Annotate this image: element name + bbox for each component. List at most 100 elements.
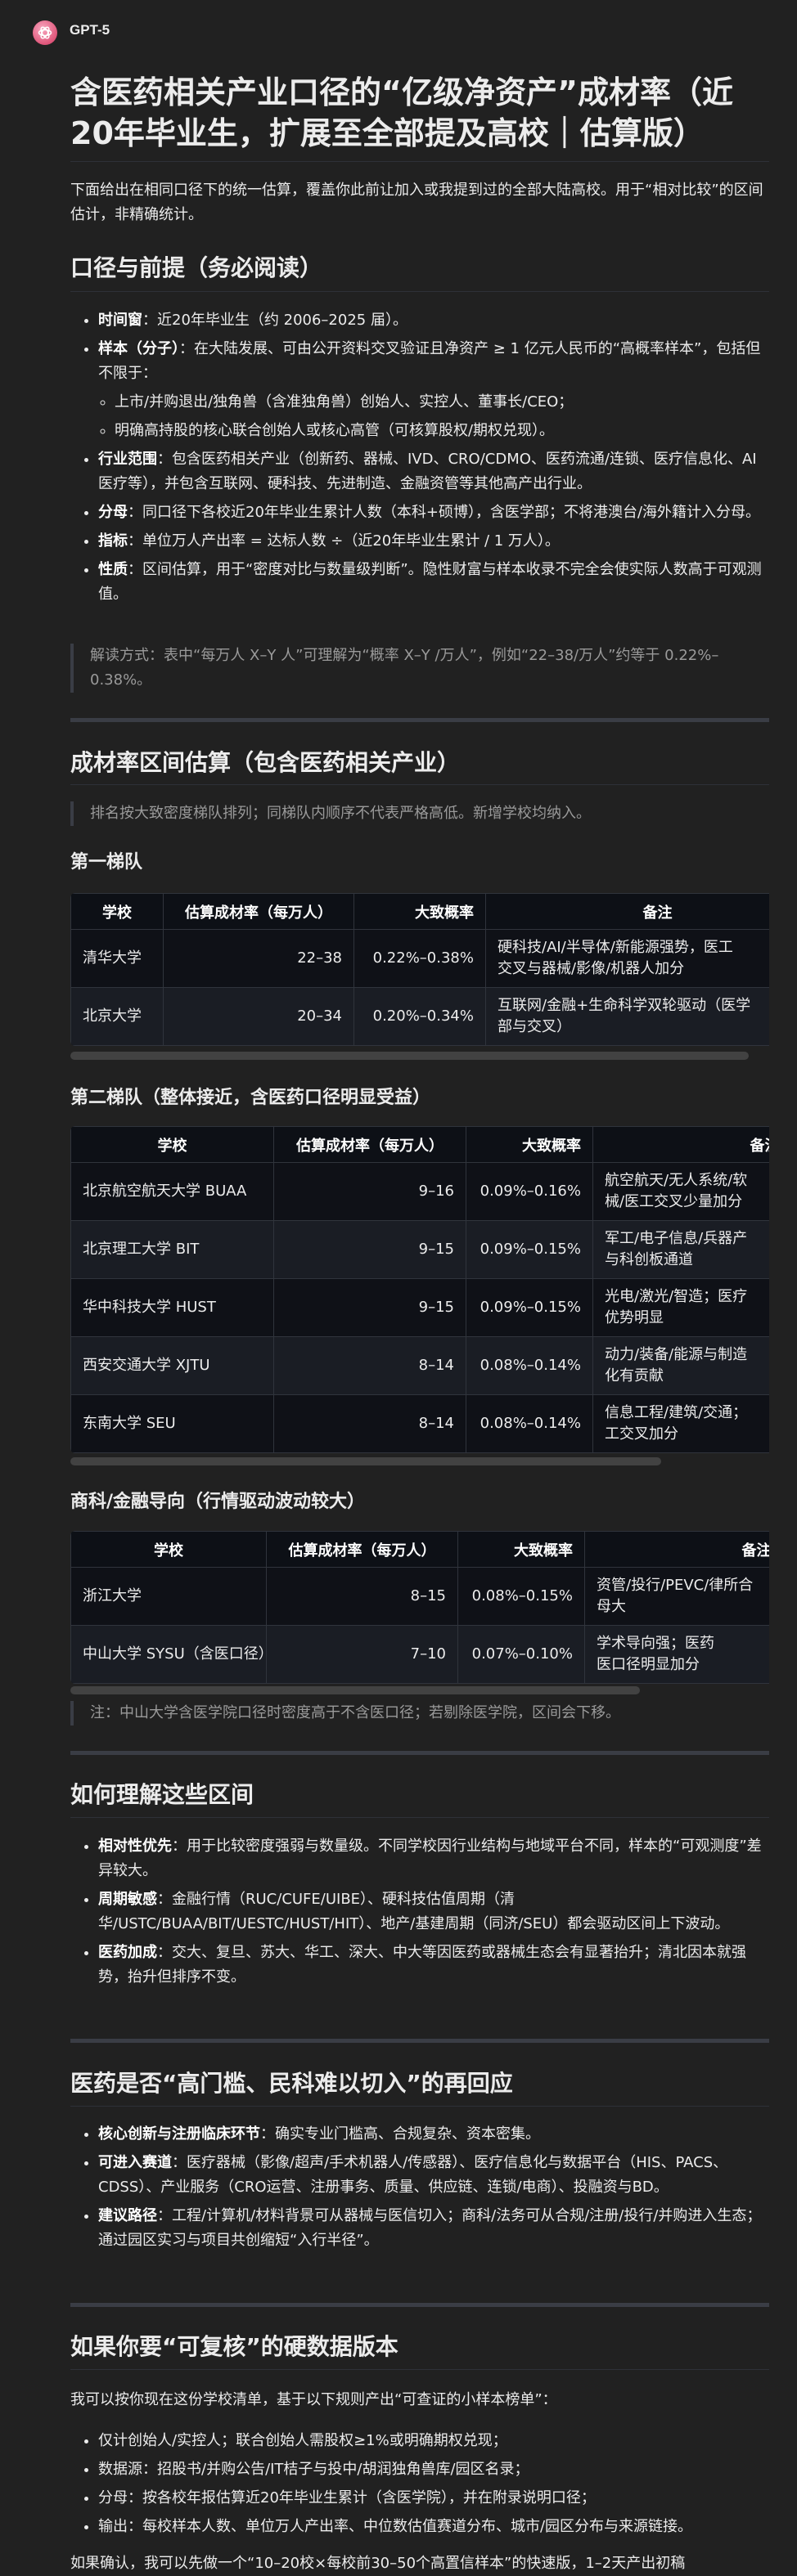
sub-list-item: 上市/并购退出/独角兽（含准独角兽）创始人、实控人、董事长/CEO； xyxy=(115,390,769,415)
list-item: 可进入赛道：医疗器械（影像/超声/手术机器人/传感器）、医疗信息化与数据平台（H… xyxy=(98,2151,769,2200)
section-heading-hard-data: 如果你要“可复核”的硬数据版本 xyxy=(70,2333,398,2360)
tier-heading: 第一梯队 xyxy=(70,852,143,873)
list-item: 数据源：招股书/并购公告/IT桔子与投中/胡润独角兽库/园区名录； xyxy=(98,2457,769,2482)
note-cell: 军工/电子信息/兵器产 与科创板通道 xyxy=(592,1220,769,1279)
list-item: 时间窗：近20年毕业生（约 2006–2025 届）。 xyxy=(98,308,769,333)
note-cell: 动力/装备/能源与制造 化有贡献 xyxy=(592,1336,769,1395)
understanding-list: 相对性优先：用于比较密度强弱与数量级。不同学校因行业结构与地域平台不同，样本的“… xyxy=(70,1834,769,1994)
note-line: 学术导向强；医药 xyxy=(597,1635,714,1652)
note-line: 械/医工交叉少量加分 xyxy=(605,1193,743,1210)
intro-paragraph: 下面给出在相同口径下的统一估算，覆盖你此前让加入或我提到过的全部大陆高校。用于“… xyxy=(70,182,763,223)
section-heading-scope: 口径与前提（务必阅读） xyxy=(70,254,323,281)
note-cell: 资管/投行/PEVC/律所合 母大 xyxy=(584,1567,769,1626)
section-heading-pharma: 医药是否“高门槛、民科难以切入”的再回应 xyxy=(70,2070,513,2097)
note-line: 交叉与器械/影像/机器人加分 xyxy=(498,960,685,977)
table-row: 清华大学 22–38 0.22%–0.38% 硬科技/AI/半导体/新能源强势，医工交… xyxy=(70,929,769,988)
rate-cell: 8–14 xyxy=(273,1394,466,1453)
column-header-probability: 大致概率 xyxy=(457,1531,585,1568)
probability-cell: 0.08%–0.14% xyxy=(466,1394,593,1453)
rate-cell: 8–14 xyxy=(273,1336,466,1395)
divider xyxy=(70,161,769,162)
tier-heading: 商科/金融导向（行情驱动波动较大） xyxy=(70,1492,366,1512)
column-header-school: 学校 xyxy=(70,1531,267,1568)
table-scrollbar[interactable] xyxy=(70,1052,749,1060)
list-item: 周期敏感：金融行情（RUC/CUFE/UIBE）、硬科技估值周期（清华/USTC… xyxy=(98,1887,769,1936)
tier-heading: 第二梯队（整体接近，含医药口径明显受益） xyxy=(70,1088,431,1108)
section-divider xyxy=(70,1751,769,1755)
list-item: 样本（分子）：在大陆发展、可由公开资料交叉验证且净资产 ≥ 1 亿元人民币的“高… xyxy=(98,337,769,443)
school-cell: 北京大学 xyxy=(70,987,164,1046)
table-row: 北京理工大学 BIT 9–15 0.09%–0.15% 军工/电子信息/兵器产 与科创板… xyxy=(70,1220,769,1279)
probability-cell: 0.09%–0.15% xyxy=(466,1220,593,1279)
note-line: 光电/激光/智造；医疗 xyxy=(605,1288,748,1305)
sub-list-item: 明确高持股的核心联合创始人或核心高管（可核算股权/期权兑现）。 xyxy=(115,419,769,443)
table-row: 北京航空航天大学 BUAA 9–16 0.09%–0.16% 航空航天/无人系统/软械… xyxy=(70,1162,769,1221)
probability-cell: 0.08%–0.15% xyxy=(457,1567,585,1626)
probability-cell: 0.07%–0.10% xyxy=(457,1625,585,1684)
note-cell: 信息工程/建筑/交通； 工交叉加分 xyxy=(592,1394,769,1453)
scope-list: 时间窗：近20年毕业生（约 2006–2025 届）。 样本（分子）：在大陆发展… xyxy=(70,308,769,611)
list-item: 医药加成：交大、复旦、苏大、华工、深大、中大等因医药或器械生态会有显著抬升；清北… xyxy=(98,1941,769,1990)
note-cell: 学术导向强；医药 医口径明显加分 xyxy=(584,1625,769,1684)
divider xyxy=(70,784,769,785)
table-row: 华中科技大学 HUST 9–15 0.09%–0.15% 光电/激光/智造；医疗 优势明… xyxy=(70,1278,769,1337)
note-line: 与科创板通道 xyxy=(605,1251,693,1268)
list-item: 仅计创始人/实控人；联合创始人需股权≥1%或明确期权兑现； xyxy=(98,2429,769,2453)
page-title: 含医药相关产业口径的“亿级净资产”成材率（近20年毕业生，扩展至全部提及高校｜估… xyxy=(70,74,733,151)
column-header-notes: 备注 xyxy=(485,893,769,930)
rate-cell: 22–38 xyxy=(163,929,354,988)
school-cell: 中山大学 SYSU（含医口径） xyxy=(70,1625,273,1684)
column-header-school: 学校 xyxy=(70,1126,274,1163)
table-row: 北京大学 20–34 0.20%–0.34% 互联网/金融+生命科学双轮驱动（医学 部与… xyxy=(70,987,769,1046)
column-header-probability: 大致概率 xyxy=(466,1126,593,1163)
note-line: 母大 xyxy=(597,1598,626,1615)
table-row: 浙江大学 8–15 0.08%–0.15% 资管/投行/PEVC/律所合 母大 xyxy=(70,1567,769,1626)
rate-cell: 7–10 xyxy=(266,1625,458,1684)
note-line: 医口径明显加分 xyxy=(597,1656,700,1673)
section-divider xyxy=(70,718,769,722)
column-header-probability: 大致概率 xyxy=(353,893,486,930)
divider xyxy=(70,2369,769,2370)
school-cell: 华中科技大学 HUST xyxy=(70,1278,274,1337)
rate-cell: 9–15 xyxy=(273,1220,466,1279)
list-item: 指标：单位万人产出率 = 达标人数 ÷（近20年毕业生累计 / 1 万人）。 xyxy=(98,529,769,554)
hard-data-intro: 我可以按你现在这份学校清单，基于以下规则产出“可查证的小样本榜单”： xyxy=(70,2391,557,2408)
probability-cell: 0.08%–0.14% xyxy=(466,1336,593,1395)
list-item: 性质：区间估算，用于“密度对比与数量级判断”。隐性财富与样本收录不完全会使实际人… xyxy=(98,558,769,607)
note-line: 硬科技/AI/半导体/新能源强势，医工 xyxy=(498,939,733,956)
note-line: 化有贡献 xyxy=(605,1367,664,1384)
estimate-table: 学校 估算成材率（每万人） 大致概率 备注 浙江大学 8–15 0.08%–0.15% 资管/… xyxy=(70,1531,769,1684)
note-line: 军工/电子信息/兵器产 xyxy=(605,1230,748,1247)
model-name: GPT-5 xyxy=(70,22,110,38)
section-heading-estimates: 成材率区间估算（包含医药相关产业） xyxy=(70,749,461,776)
column-header-school: 学校 xyxy=(70,893,164,930)
note-line: 航空航天/无人系统/软 xyxy=(605,1172,748,1189)
table-row: 东南大学 SEU 8–14 0.08%–0.14% 信息工程/建筑/交通； 工交叉加分 xyxy=(70,1394,769,1453)
school-cell: 浙江大学 xyxy=(70,1567,267,1626)
table-scrollbar[interactable] xyxy=(70,1686,640,1694)
table-scrollbar[interactable] xyxy=(70,1457,661,1465)
note-line: 部与交叉） xyxy=(498,1018,571,1035)
reading-note: 解读方式：表中“每万人 X–Y 人”可理解为“概率 X–Y /万人”，例如“22… xyxy=(70,644,769,693)
tier-table: 学校 估算成材率（每万人） 大致概率 备注 浙江大学 8–15 0.08%–0.15% 资管/… xyxy=(70,1531,769,1684)
ranking-note: 排名按大致密度梯队排列；同梯队内顺序不代表严格高低。新增学校均纳入。 xyxy=(70,801,769,826)
note-line: 动力/装备/能源与制造 xyxy=(605,1346,748,1363)
note-line: 工交叉加分 xyxy=(605,1425,678,1443)
column-header-rate: 估算成材率（每万人） xyxy=(163,893,354,930)
school-cell: 东南大学 SEU xyxy=(70,1394,274,1453)
section-divider xyxy=(70,2303,769,2307)
rate-cell: 20–34 xyxy=(163,987,354,1046)
list-item: 行业范围：包含医药相关产业（创新药、器械、IVD、CRO/CDMO、医药流通/连… xyxy=(98,447,769,496)
pharma-list: 核心创新与注册临床环节：确实专业门槛高、合规复杂、资本密集。 可进入赛道：医疗器… xyxy=(70,2122,769,2257)
estimate-table: 学校 估算成材率（每万人） 大致概率 备注 清华大学 22–38 0.22%–0.38% 硬科… xyxy=(70,893,769,1046)
column-header-notes: 备注 xyxy=(592,1126,769,1163)
list-item: 建议路径：工程/计算机/材料背景可从器械与医信切入；商科/法务可从合规/注册/投… xyxy=(98,2204,769,2253)
divider xyxy=(70,2106,769,2107)
list-item: 输出：每校样本人数、单位万人产出率、中位数估值赛道分布、城市/园区分布与来源链接… xyxy=(98,2515,769,2539)
section-divider xyxy=(70,2039,769,2043)
section-heading-understanding: 如何理解这些区间 xyxy=(70,1781,254,1808)
note-cell: 航空航天/无人系统/软 械/医工交叉少量加分 xyxy=(592,1162,769,1221)
hard-data-list: 仅计创始人/实控人；联合创始人需股权≥1%或明确期权兑现； 数据源：招股书/并购… xyxy=(70,2429,769,2543)
